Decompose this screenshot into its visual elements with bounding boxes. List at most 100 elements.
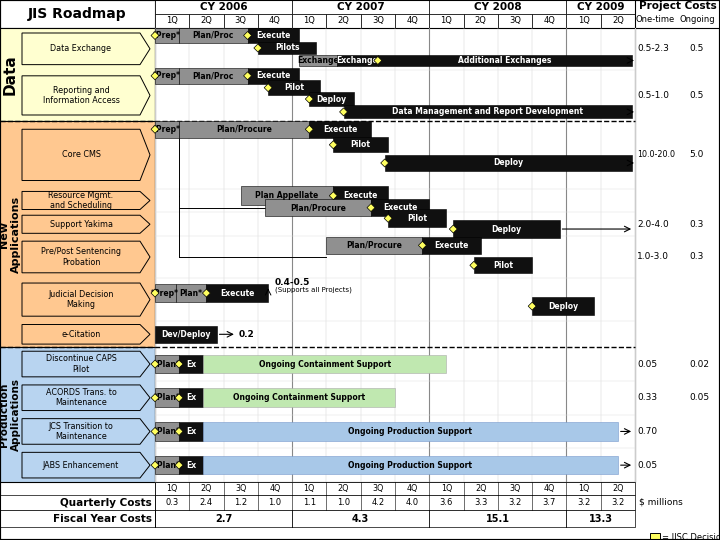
Text: 1Q: 1Q [304,484,315,493]
Text: 0.05: 0.05 [637,461,657,470]
Bar [0,0,155,28]
Text: CY 2006: CY 2006 [199,2,248,12]
Polygon shape [175,360,183,368]
Bar [203,388,395,407]
Text: Execute: Execute [256,31,290,40]
Bar [155,14,189,28]
Polygon shape [329,141,337,149]
Polygon shape [22,325,150,344]
Bar [326,237,423,254]
Text: 1Q: 1Q [303,17,315,25]
Bar [292,14,326,28]
Bar [155,284,176,302]
Bar [378,55,631,66]
Text: 0.3: 0.3 [166,498,179,507]
Polygon shape [449,225,457,233]
Text: 0.33: 0.33 [637,393,657,402]
Bar [179,28,248,43]
Bar [567,0,635,14]
Bar [337,55,378,66]
Polygon shape [243,31,251,39]
Text: 0.5-1.0: 0.5-1.0 [637,91,669,100]
Polygon shape [470,261,478,269]
Bar [258,14,292,28]
Polygon shape [175,428,183,435]
Bar [155,0,292,14]
Text: 0.70: 0.70 [637,427,657,436]
Text: JCS Transition to
Maintenance: JCS Transition to Maintenance [48,422,114,441]
Text: Pilot: Pilot [493,261,513,270]
Bar [155,495,635,510]
Bar [0,347,155,482]
Text: Data Exchange: Data Exchange [50,44,112,53]
Text: 1Q: 1Q [441,484,452,493]
Text: Ongoing Containment Support: Ongoing Containment Support [233,393,365,402]
Text: 0.3: 0.3 [689,220,703,229]
Text: 2Q: 2Q [612,17,624,25]
Text: 3Q: 3Q [235,484,246,493]
Text: 3Q: 3Q [509,17,521,25]
Polygon shape [384,214,392,222]
Bar [155,482,635,495]
Text: *Prep*: *Prep* [151,288,179,298]
Bar [155,422,179,441]
Text: Plan/Proc: Plan/Proc [192,31,234,40]
Polygon shape [22,351,150,377]
Bar [635,0,720,28]
Text: Execute: Execute [256,71,290,80]
Text: 3Q: 3Q [372,484,384,493]
Text: JABS Enhancement: JABS Enhancement [43,461,119,470]
Text: 0.5: 0.5 [689,91,703,100]
Text: 10.0-20.0: 10.0-20.0 [637,150,675,159]
Bar [248,28,299,43]
Text: 2Q: 2Q [200,17,212,25]
Text: Ongoing Production Support: Ongoing Production Support [348,427,472,436]
Bar [155,456,179,475]
Bar [155,28,635,482]
Text: Ex: Ex [186,360,196,368]
Bar [310,121,371,138]
Text: 0.02: 0.02 [689,360,709,368]
Polygon shape [151,31,159,39]
Bar [0,510,155,527]
Text: 2Q: 2Q [612,484,624,493]
Text: 3Q: 3Q [509,484,521,493]
Text: 4.0: 4.0 [405,498,419,507]
Text: Execute: Execute [323,125,357,134]
Text: 1.1: 1.1 [302,498,316,507]
Text: 1Q: 1Q [166,17,178,25]
Polygon shape [264,84,272,92]
Bar [179,422,203,441]
Text: 2.4: 2.4 [200,498,213,507]
Polygon shape [243,72,251,80]
Text: *Prep*: *Prep* [153,125,181,134]
Text: *Plan*: *Plan* [153,360,181,368]
Text: 0.4-0.5: 0.4-0.5 [275,278,310,287]
Text: 4.2: 4.2 [372,498,384,507]
Text: 1Q: 1Q [577,17,590,25]
Bar [207,284,268,302]
Text: Data: Data [2,54,17,95]
Bar [423,237,481,254]
Text: Plan/Proc: Plan/Proc [192,71,234,80]
Text: 13.3: 13.3 [589,514,613,523]
Text: 3Q: 3Q [235,17,247,25]
Polygon shape [528,302,536,310]
Text: Pilot: Pilot [284,83,304,92]
Bar [326,14,361,28]
Text: 0.2: 0.2 [239,330,254,339]
Text: = JISC Decision Point: = JISC Decision Point [662,533,720,540]
Text: *Prep*: *Prep* [153,71,181,80]
Text: Project Costs: Project Costs [639,1,716,11]
Text: $ millions: $ millions [639,498,683,507]
Bar [464,14,498,28]
Text: Ex: Ex [186,461,196,470]
Text: 5.0: 5.0 [689,150,703,159]
Text: 4Q: 4Q [407,484,418,493]
Text: CY 2008: CY 2008 [474,2,522,12]
Bar [0,495,155,510]
Text: One-time: One-time [635,15,675,24]
Text: Plan Appellate: Plan Appellate [256,191,319,200]
Polygon shape [418,241,426,249]
Text: 4.3: 4.3 [352,514,369,523]
